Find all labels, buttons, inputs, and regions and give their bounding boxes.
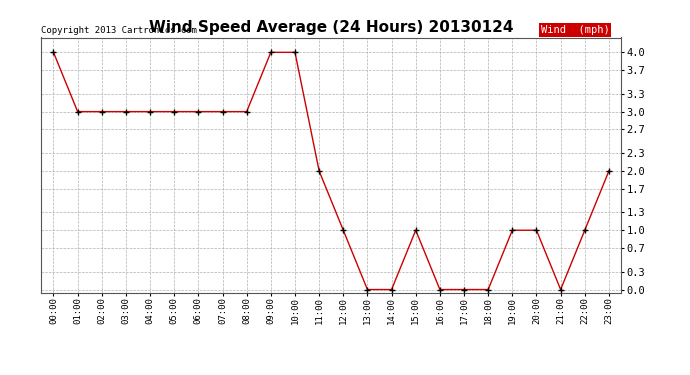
Text: Copyright 2013 Cartronics.com: Copyright 2013 Cartronics.com (41, 26, 197, 35)
Text: Wind  (mph): Wind (mph) (541, 25, 609, 35)
Title: Wind Speed Average (24 Hours) 20130124: Wind Speed Average (24 Hours) 20130124 (149, 20, 513, 35)
